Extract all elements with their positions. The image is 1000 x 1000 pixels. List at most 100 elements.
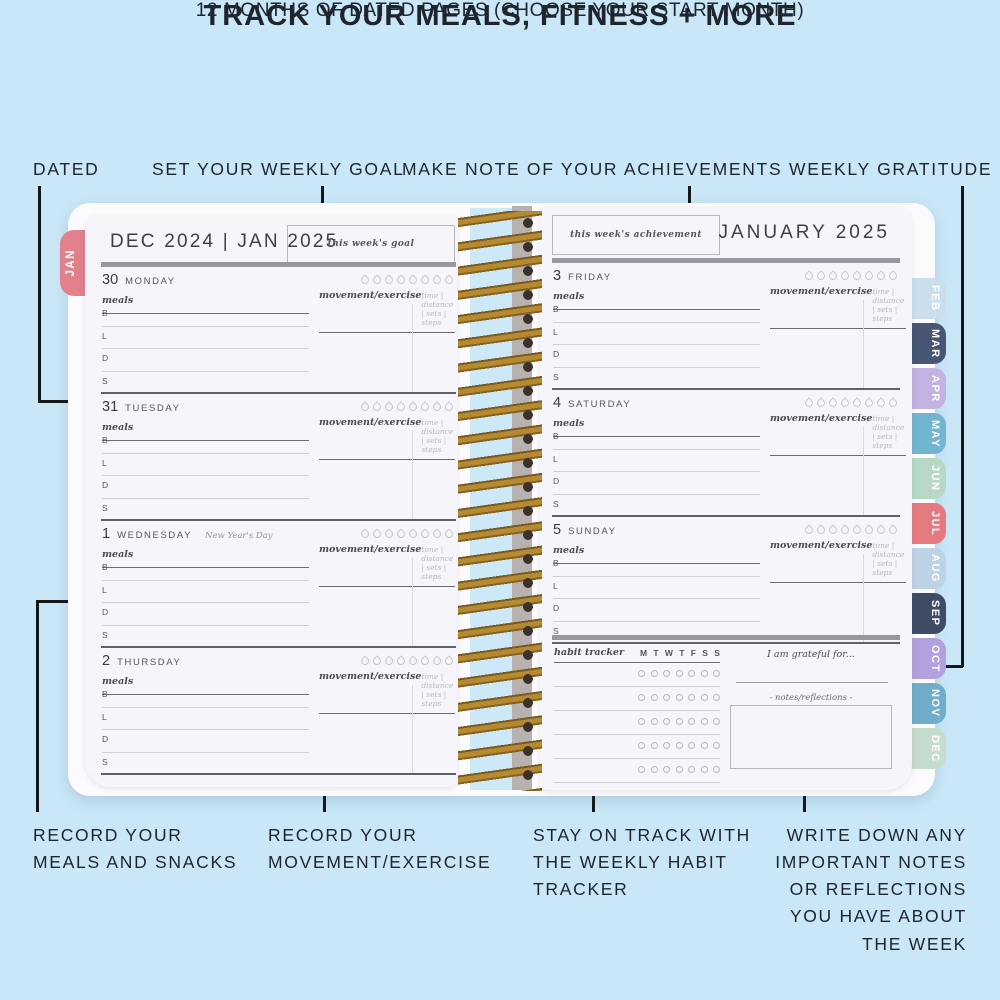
meals-label: meals	[102, 549, 134, 560]
water-droplet-icon	[419, 401, 431, 413]
achievement-box: this week's achievement	[552, 215, 720, 255]
water-droplet-icon	[407, 528, 419, 540]
water-tracker	[359, 528, 455, 540]
water-droplet-icon	[803, 270, 815, 282]
habit-circle	[713, 718, 720, 725]
day-block: 3 FRIDAY meals movement/exercise time | …	[552, 263, 906, 390]
column-divider	[863, 554, 864, 642]
movement-label: movement/exercise	[770, 540, 873, 551]
habit-circle	[688, 742, 695, 749]
habit-circle	[650, 718, 658, 725]
habit-day-header: T	[679, 648, 685, 658]
water-droplet-icon	[419, 655, 431, 667]
water-tracker	[803, 397, 899, 409]
meals-label: meals	[553, 418, 585, 429]
month-tab-label: SEP	[929, 600, 941, 627]
notes-reflections-label: - notes/reflections -	[769, 693, 853, 703]
habit-day-header: S	[714, 648, 720, 658]
label-weekly-goal: SET YOUR WEEKLY GOAL	[152, 159, 405, 179]
meal-row-breakfast: B	[553, 427, 760, 450]
water-droplet-icon	[431, 401, 443, 413]
label-habit-tracker: STAY ON TRACK WITH THE WEEKLY HABIT TRAC…	[533, 825, 751, 900]
meal-rows: B L D S	[102, 431, 309, 521]
water-droplet-icon	[803, 397, 815, 409]
meal-row-snack: S	[102, 502, 108, 513]
metrics-label: time | distance | sets | steps	[872, 287, 905, 323]
habit-circle	[663, 670, 670, 677]
water-droplet-icon	[851, 270, 863, 282]
water-droplet-icon	[359, 655, 371, 667]
water-droplet-icon	[815, 270, 827, 282]
day-name: THURSDAY	[117, 657, 182, 668]
water-droplet-icon	[803, 524, 815, 536]
habit-circle	[638, 694, 645, 701]
day-number: 4	[553, 395, 562, 411]
habit-circle	[638, 766, 645, 773]
habit-day-header: T	[653, 648, 659, 658]
meal-row-dinner: D	[553, 599, 760, 622]
label-dated: DATED	[33, 159, 100, 179]
meal-row-lunch: L	[102, 454, 309, 476]
left-page-title: DEC 2024 | JAN 2025	[110, 231, 339, 252]
water-droplet-icon	[371, 401, 383, 413]
water-droplet-icon	[395, 528, 407, 540]
day-number: 5	[553, 522, 562, 538]
habit-row	[554, 735, 720, 759]
column-divider	[863, 427, 864, 515]
holiday-label: New Year's Day	[205, 531, 273, 541]
water-droplet-icon	[359, 401, 371, 413]
meals-label: meals	[102, 422, 134, 433]
movement-label: movement/exercise	[319, 417, 422, 428]
water-droplet-icon	[431, 655, 443, 667]
month-tab-label: MAR	[929, 328, 941, 359]
meal-row-lunch: L	[553, 323, 760, 345]
movement-label: movement/exercise	[770, 413, 873, 424]
day-block: 1 WEDNESDAY New Year's Day meals movemen…	[101, 521, 456, 648]
habit-circle	[688, 766, 695, 773]
meal-row-snack: S	[102, 629, 108, 640]
water-droplet-icon	[839, 270, 851, 282]
column-divider	[412, 558, 413, 646]
month-tab-label: APR	[929, 374, 941, 403]
headline: TRACK YOUR MEALS, FITNESS + MORE	[203, 0, 797, 32]
water-tracker	[359, 655, 455, 667]
day-block: 5 SUNDAY meals movement/exercise time | …	[552, 517, 906, 644]
habit-row	[554, 711, 720, 735]
habit-tracker-label: habit tracker	[554, 647, 624, 658]
habit-circle	[650, 694, 658, 701]
day-number: 3	[553, 268, 562, 284]
water-droplet-icon	[407, 401, 419, 413]
meal-row-lunch: L	[102, 708, 309, 730]
habit-circle	[688, 670, 695, 677]
day-block: 30 MONDAY meals movement/exercise time |…	[101, 267, 456, 394]
water-droplet-icon	[383, 401, 395, 413]
day-block: 4 SATURDAY meals movement/exercise time …	[552, 390, 906, 517]
meal-row-dinner: D	[102, 730, 309, 753]
meal-row-snack: S	[553, 498, 559, 509]
meal-row-breakfast: B	[553, 300, 760, 323]
habit-circle	[675, 742, 683, 749]
habit-day-header: M	[640, 648, 648, 658]
month-tab-label: JUN	[929, 465, 941, 492]
habit-circle	[700, 742, 708, 749]
day-name: FRIDAY	[568, 272, 612, 283]
month-tab-label: DEC	[929, 734, 941, 763]
water-droplet-icon	[407, 655, 419, 667]
habit-circle	[688, 694, 695, 701]
water-droplet-icon	[383, 655, 395, 667]
water-droplet-icon	[875, 270, 887, 282]
water-droplet-icon	[383, 528, 395, 540]
right-day-blocks: 3 FRIDAY meals movement/exercise time | …	[552, 263, 906, 644]
habit-circle	[650, 742, 658, 749]
metrics-label: time | distance | sets | steps	[872, 414, 905, 450]
weekly-goal-box: this week's goal	[287, 225, 455, 263]
day-name: MONDAY	[125, 276, 176, 287]
water-droplet-icon	[395, 655, 407, 667]
day-name: SATURDAY	[568, 399, 632, 410]
meals-label: meals	[553, 291, 585, 302]
meals-label: meals	[553, 545, 585, 556]
month-tab-label: MAY	[929, 419, 941, 448]
meal-row-snack: S	[553, 625, 559, 636]
metrics-label: time | distance | sets | steps	[872, 541, 905, 577]
